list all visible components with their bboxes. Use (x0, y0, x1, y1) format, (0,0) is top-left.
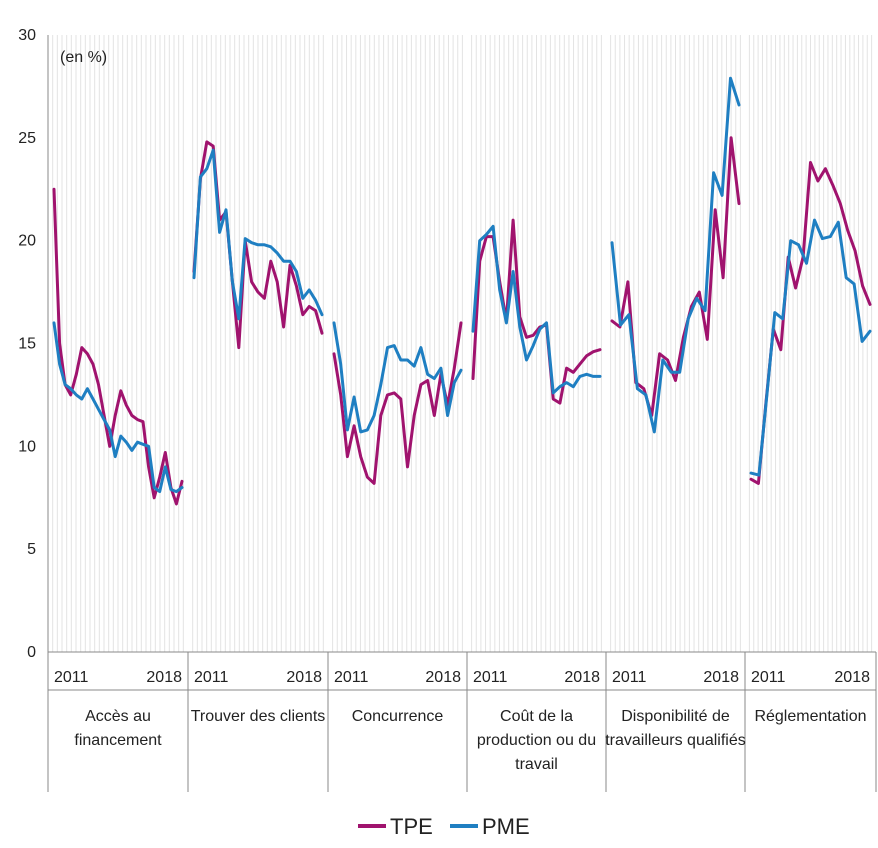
category-label: Réglementation (754, 708, 866, 725)
year-label-start: 2011 (54, 669, 89, 686)
category-label: Coût de la (500, 708, 573, 725)
year-label-start: 2011 (194, 669, 229, 686)
category-label: Trouver des clients (191, 708, 326, 725)
series-line-pme (332, 321, 463, 434)
y-tick-label: 20 (18, 233, 36, 250)
series-line-tpe (52, 187, 184, 506)
axes: 0 5 10 15 20 25 30 (18, 27, 877, 792)
y-tick-label: 5 (27, 541, 36, 558)
year-label-start: 2011 (334, 669, 369, 686)
year-label-end: 2018 (146, 669, 182, 686)
category-label: travailleurs qualifiés (605, 732, 746, 749)
series-line-pme (52, 321, 184, 494)
category-label: production ou du (477, 732, 596, 749)
legend-label-pme: PME (482, 814, 530, 839)
series-line-pme (192, 148, 324, 321)
year-label-start: 2011 (612, 669, 647, 686)
unit-note: (en %) (60, 49, 107, 66)
year-label-end: 2018 (425, 669, 461, 686)
gridlines (52, 35, 873, 652)
series-line-pme (610, 76, 741, 434)
category-label: Disponibilité de (621, 708, 730, 725)
year-label-end: 2018 (286, 669, 322, 686)
category-label: financement (74, 732, 162, 749)
y-tick-label: 10 (18, 438, 36, 455)
category-label: Accès au (85, 708, 151, 725)
series-lines (52, 76, 872, 506)
category-label: travail (515, 756, 558, 773)
y-tick-label: 25 (18, 130, 36, 147)
labels: (en %) 2011 2018 Accès au financement 2011 201… (54, 49, 870, 773)
series-line-pme (471, 224, 602, 395)
year-label-start: 2011 (751, 669, 786, 686)
year-label-start: 2011 (473, 669, 508, 686)
legend-label-tpe: TPE (390, 814, 433, 839)
series-line-tpe (332, 321, 463, 485)
y-tick-label: 0 (27, 644, 36, 661)
legend: TPE PME (358, 814, 530, 839)
category-label: Concurrence (352, 708, 444, 725)
y-tick-label: 30 (18, 27, 36, 44)
series-line-pme (749, 218, 872, 477)
year-label-end: 2018 (834, 669, 870, 686)
year-label-end: 2018 (703, 669, 739, 686)
year-label-end: 2018 (564, 669, 600, 686)
y-tick-label: 15 (18, 336, 36, 353)
